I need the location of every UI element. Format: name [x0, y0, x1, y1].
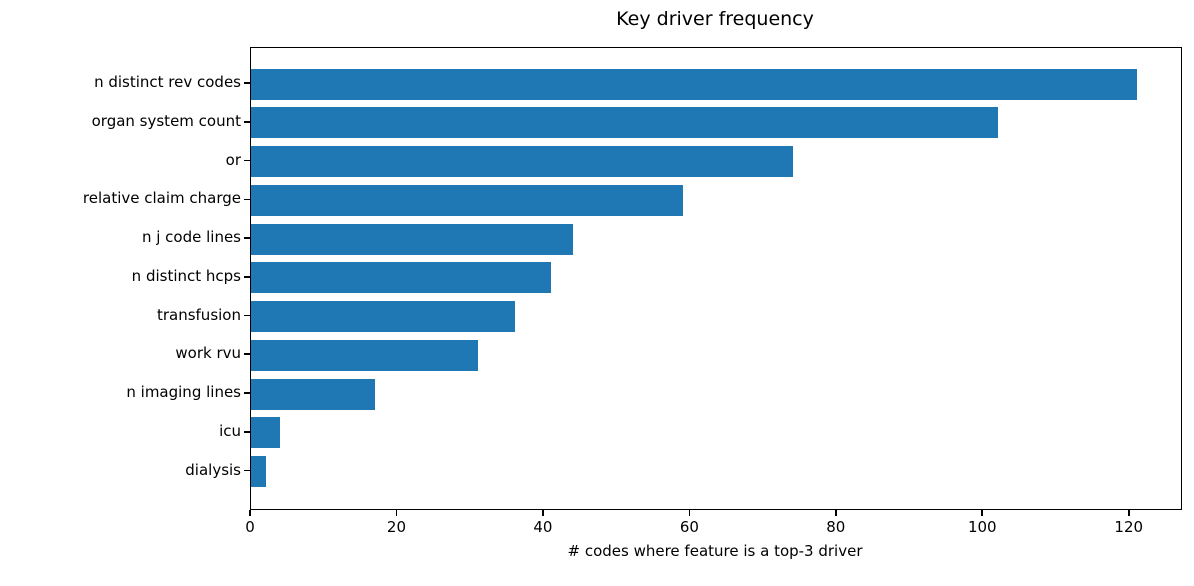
- bar-relative-claim-charge: [251, 184, 684, 216]
- y-tick-mark: [244, 469, 250, 472]
- x-tick-mark: [981, 509, 984, 516]
- y-tick-label: icu: [219, 421, 241, 440]
- x-tick-label: 20: [386, 518, 406, 536]
- bar-dialysis: [251, 456, 266, 487]
- y-axis-labels: n distinct rev codes organ system count or…: [0, 47, 241, 508]
- y-tick-mark: [244, 353, 250, 356]
- x-tick-label: 60: [679, 518, 699, 536]
- y-tick-label: organ system count: [91, 111, 241, 130]
- x-tick-mark: [249, 509, 251, 516]
- bar-transfusion: [251, 301, 515, 333]
- y-tick-label: n j code lines: [141, 228, 241, 247]
- x-tick-label: 0: [245, 518, 255, 536]
- x-tick-mark: [395, 509, 398, 516]
- bar-n-distinct-rev-codes: [251, 68, 1138, 100]
- x-tick-mark: [688, 509, 691, 516]
- y-tick-label: n distinct hcps: [131, 266, 241, 285]
- x-tick-mark: [542, 509, 544, 516]
- y-tick-label: work rvu: [175, 344, 241, 363]
- y-tick-mark: [244, 276, 250, 278]
- x-tick-label: 40: [533, 518, 553, 536]
- bar-or: [251, 146, 793, 178]
- x-axis-label: # codes where feature is a top-3 driver: [567, 542, 863, 560]
- y-tick-mark: [244, 121, 250, 123]
- y-tick-mark: [244, 82, 250, 84]
- x-tick-mark: [1127, 509, 1130, 516]
- chart-title: Key driver frequency: [616, 8, 814, 30]
- plot-area: [250, 47, 1182, 510]
- y-tick-label: transfusion: [156, 305, 241, 324]
- y-tick-label: or: [225, 150, 241, 169]
- y-tick-label: n distinct rev codes: [94, 73, 241, 92]
- y-tick-mark: [244, 159, 250, 162]
- y-tick-label: n imaging lines: [126, 383, 241, 402]
- x-tick-label: 120: [1114, 518, 1144, 536]
- x-tick-label: 80: [826, 518, 846, 536]
- y-tick-label: relative claim charge: [82, 189, 241, 208]
- y-tick-mark: [244, 237, 250, 239]
- bar-n-j-code-lines: [251, 223, 574, 255]
- y-tick-mark: [244, 198, 250, 201]
- bar-icu: [251, 417, 281, 449]
- x-tick-mark: [835, 509, 837, 516]
- y-tick-label: dialysis: [185, 460, 241, 479]
- bar-n-distinct-hcps: [251, 262, 552, 294]
- y-tick-mark: [244, 430, 250, 433]
- x-tick-label: 100: [967, 518, 997, 536]
- y-tick-mark: [244, 314, 250, 317]
- bar-organ-system-count: [251, 107, 998, 139]
- bar-n-imaging-lines: [251, 378, 376, 410]
- y-tick-mark: [244, 392, 250, 394]
- bar-work-rvu: [251, 339, 478, 371]
